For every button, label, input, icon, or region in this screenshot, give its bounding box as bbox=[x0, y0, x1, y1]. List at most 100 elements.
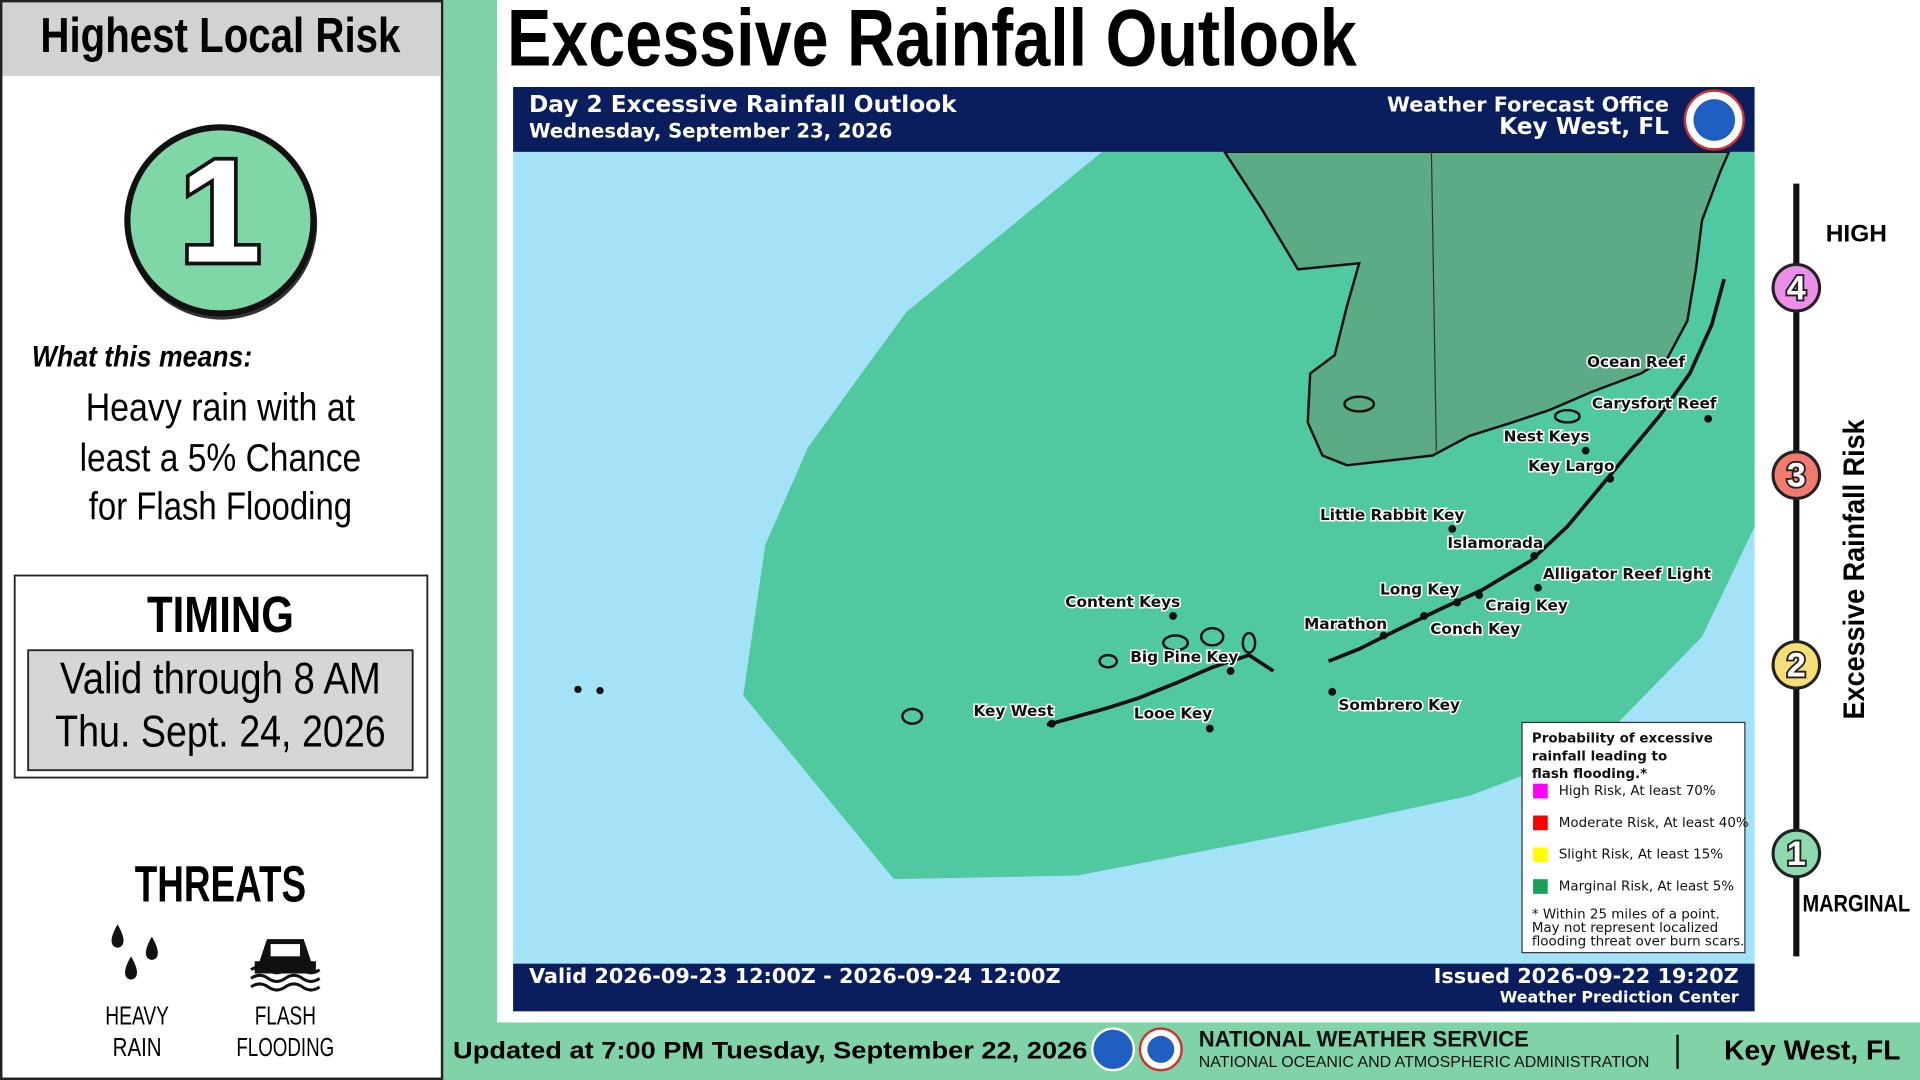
threat-label: FLASH bbox=[255, 1002, 316, 1030]
mainland bbox=[1222, 150, 1731, 467]
meaning-line: Heavy rain with at bbox=[86, 387, 355, 430]
place-label: Little Rabbit Key bbox=[1320, 506, 1464, 524]
place-dot bbox=[1379, 631, 1388, 640]
risk-level-label: 2 bbox=[1787, 646, 1806, 684]
legend-label: High Risk, At least 70% bbox=[1559, 784, 1716, 799]
agency: NATIONAL WEATHER SERVICE bbox=[1199, 1027, 1529, 1052]
legend-swatch bbox=[1533, 879, 1548, 894]
place-dot bbox=[1420, 612, 1429, 620]
place-dot bbox=[1328, 687, 1337, 696]
legend-swatch bbox=[1533, 815, 1548, 831]
place-dot bbox=[1047, 719, 1056, 728]
updated: Updated at 7:00 PM Tuesday, September 22… bbox=[453, 1037, 1087, 1064]
map-header-title: Day 2 Excessive Rainfall Outlook bbox=[529, 91, 957, 118]
risk-high-label: HIGH bbox=[1826, 221, 1887, 248]
risk-level-label: 3 bbox=[1787, 457, 1806, 495]
place-label: Big Pine Key bbox=[1130, 648, 1238, 666]
risk-level-circle bbox=[1771, 450, 1822, 500]
legend: Probability of excessive rainfall leadin… bbox=[1521, 721, 1749, 954]
legend-label: Slight Risk, At least 15% bbox=[1559, 848, 1724, 863]
map-header bbox=[513, 86, 1755, 152]
island bbox=[1343, 395, 1376, 413]
island bbox=[1162, 634, 1189, 652]
place-dot bbox=[1205, 724, 1214, 733]
place-dot bbox=[1704, 414, 1713, 423]
island-dot bbox=[574, 685, 582, 694]
risk-level-circle bbox=[1771, 828, 1822, 879]
place-dot bbox=[1606, 474, 1615, 483]
place-dot bbox=[1534, 583, 1542, 592]
place-dot bbox=[1169, 612, 1177, 620]
timing-title: TIMING bbox=[147, 585, 294, 643]
place-label: Key West bbox=[973, 702, 1053, 720]
legend-swatch bbox=[1533, 847, 1548, 863]
legend-note: flooding threat over burn scars. bbox=[1532, 935, 1745, 950]
island bbox=[1200, 626, 1225, 647]
legend-title: Probability of excessive bbox=[1532, 731, 1713, 746]
noaa-logo bbox=[1091, 1027, 1136, 1072]
island bbox=[1553, 408, 1581, 424]
legend-label: Moderate Risk, At least 40% bbox=[1559, 816, 1749, 831]
islands bbox=[901, 395, 1581, 725]
risk-circle bbox=[124, 124, 317, 317]
meaning-line: least a 5% Chance bbox=[80, 437, 362, 480]
flood-icon bbox=[250, 939, 321, 992]
risk-level-label: 4 bbox=[1787, 269, 1806, 307]
place-label: Looe Key bbox=[1134, 704, 1212, 722]
place-dot bbox=[1581, 446, 1590, 455]
place-dot bbox=[1448, 525, 1457, 533]
threat-label: RAIN bbox=[113, 1034, 162, 1062]
legend-note: May not represent localized bbox=[1532, 921, 1718, 936]
risk-level-label: 1 bbox=[1787, 835, 1806, 873]
timing-line: Valid through 8 AM bbox=[60, 655, 381, 704]
place-label: Nest Keys bbox=[1504, 428, 1590, 446]
timing-inner bbox=[27, 649, 414, 772]
place-label: Ocean Reef bbox=[1587, 353, 1686, 371]
risk-low-label: MARGINAL bbox=[1802, 890, 1910, 917]
nws-logo-inner bbox=[1147, 1035, 1175, 1063]
map-issuer: Weather Prediction Center bbox=[1500, 987, 1739, 1006]
rain-icon bbox=[111, 924, 158, 980]
drop bbox=[111, 924, 124, 948]
nws-logo-inner bbox=[1693, 99, 1736, 141]
map-issued: Issued 2026-09-22 19:20Z bbox=[1434, 964, 1739, 988]
place-dot bbox=[1453, 598, 1462, 607]
car-window bbox=[270, 944, 300, 957]
place-dot bbox=[1226, 667, 1235, 675]
island-dot bbox=[596, 686, 604, 695]
place-label: Alligator Reef Light bbox=[1543, 565, 1711, 583]
drop bbox=[145, 936, 158, 960]
timing-line: Thu. Sept. 24, 2026 bbox=[55, 707, 386, 756]
island bbox=[1241, 631, 1257, 654]
threat-label: FLOODING bbox=[236, 1034, 334, 1062]
legend-box bbox=[1521, 721, 1746, 954]
place-label: Long Key bbox=[1380, 581, 1459, 599]
place-label: Content Keys bbox=[1065, 593, 1180, 611]
map-header-office: Weather Forecast Office bbox=[1387, 92, 1669, 116]
place-dot bbox=[1530, 552, 1539, 560]
main-title: Excessive Rainfall Outlook bbox=[507, 0, 1358, 83]
meaning-line: for Flash Flooding bbox=[89, 486, 352, 529]
map-footer bbox=[513, 963, 1755, 1012]
legend-title: flash flooding.* bbox=[1532, 767, 1647, 782]
legend-title: rainfall leading to bbox=[1532, 750, 1667, 765]
place-label: Sombrero Key bbox=[1338, 696, 1460, 714]
island bbox=[1098, 653, 1118, 669]
place-dot bbox=[1475, 591, 1484, 600]
place-label: Carysfort Reef bbox=[1592, 395, 1717, 413]
place-dot bbox=[1676, 359, 1684, 368]
left-header: Highest Local Risk bbox=[40, 9, 401, 63]
threats-title: THREATS bbox=[135, 854, 306, 912]
risk-axis-label: Excessive Rainfall Risk bbox=[1838, 419, 1871, 720]
legend-note: * Within 25 miles of a point. bbox=[1532, 908, 1720, 923]
meaning-label: What this means: bbox=[32, 341, 252, 374]
legend-swatch bbox=[1533, 783, 1548, 799]
drop bbox=[125, 956, 137, 980]
county-line bbox=[1430, 151, 1437, 451]
office: Key West, FL bbox=[1724, 1034, 1900, 1065]
